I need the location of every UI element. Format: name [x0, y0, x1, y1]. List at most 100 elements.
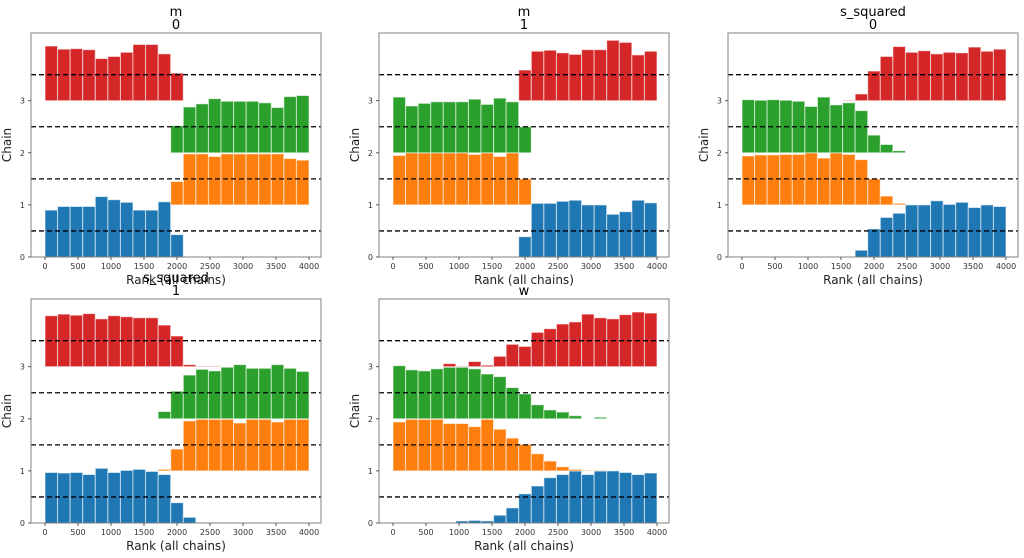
- bar-chain-2: [170, 125, 184, 154]
- bar-chain-0: [119, 201, 134, 258]
- y-axis-label: Chain: [0, 128, 14, 162]
- bar-chain-2: [867, 134, 881, 154]
- bar-chain-2: [283, 367, 297, 420]
- x-tick-label: 2000: [515, 528, 535, 537]
- bar-chain-0: [618, 471, 633, 524]
- x-tick-label: 2000: [515, 262, 535, 271]
- bar-chain-3: [170, 72, 184, 102]
- bar-chain-1: [493, 155, 507, 206]
- x-tick-label: 500: [70, 262, 85, 271]
- bar-chain-1: [543, 460, 557, 472]
- x-tick-label: 0: [390, 262, 395, 271]
- bar-chain-0: [555, 474, 570, 524]
- bar-chain-1: [505, 437, 520, 472]
- x-tick-label: 2500: [548, 262, 568, 271]
- x-tick-label: 2500: [548, 528, 568, 537]
- bar-chain-0: [82, 474, 96, 524]
- x-tick-label: 2000: [864, 262, 884, 271]
- bar-chain-3: [892, 46, 906, 102]
- bar-chain-3: [145, 43, 159, 102]
- x-tick-label: 1500: [134, 528, 154, 537]
- x-tick-label: 1000: [449, 262, 469, 271]
- y-tick-label: 1: [20, 201, 25, 210]
- bar-chain-3: [643, 312, 658, 368]
- bar-chain-1: [842, 153, 856, 206]
- x-tick-label: 0: [739, 262, 744, 271]
- bar-chain-2: [392, 96, 407, 154]
- bar-chain-3: [631, 311, 645, 368]
- bar-chain-1: [207, 155, 222, 206]
- bar-chain-2: [258, 367, 272, 420]
- x-tick-label: 0: [42, 262, 47, 271]
- bar-chain-2: [493, 97, 507, 154]
- bar-chain-1: [518, 178, 532, 206]
- bar-chain-3: [94, 318, 109, 368]
- bar-chain-1: [392, 421, 407, 472]
- bar-chain-0: [643, 202, 658, 258]
- axes-frame: [378, 298, 670, 524]
- bar-chain-2: [195, 368, 209, 420]
- x-tick-label: 3500: [614, 528, 634, 537]
- bar-chain-1: [467, 426, 482, 472]
- bar-chain-0: [94, 196, 109, 258]
- panel-0: 0 500 1000 1500 2000 2500 3000 3500 4000 0 1 2 3 Rank…: [0, 5, 322, 287]
- bar-chain-2: [233, 364, 247, 420]
- bar-chain-2: [170, 390, 184, 420]
- x-tick-label: 1000: [449, 528, 469, 537]
- bar-chain-0: [930, 200, 944, 258]
- x-tick-label: 3000: [581, 262, 601, 271]
- bar-chain-1: [270, 421, 285, 472]
- x-tick-label: 1500: [134, 262, 154, 271]
- bar-chain-0: [543, 202, 557, 258]
- bar-chain-3: [867, 70, 881, 102]
- bar-chain-0: [518, 236, 532, 258]
- y-tick-label: 0: [20, 253, 25, 262]
- bar-chain-3: [555, 52, 570, 102]
- x-tick-label: 1500: [831, 262, 851, 271]
- x-axis-label: Rank (all chains): [126, 539, 226, 553]
- bar-chain-2: [258, 102, 272, 154]
- bar-chain-3: [44, 45, 59, 102]
- bar-chain-0: [854, 249, 869, 258]
- bar-chain-0: [157, 474, 172, 524]
- bar-chain-1: [892, 202, 906, 206]
- bar-chain-0: [543, 477, 557, 524]
- bar-chain-2: [430, 368, 444, 420]
- bar-chain-1: [593, 469, 608, 472]
- bar-chain-2: [829, 104, 844, 154]
- bar-chain-1: [283, 158, 297, 206]
- y-tick-label: 3: [717, 97, 722, 106]
- bar-chain-2: [530, 404, 545, 420]
- x-tick-label: 1000: [101, 528, 121, 537]
- axes-frame: [378, 32, 670, 258]
- axes-frame: [30, 32, 322, 258]
- bar-chain-0: [493, 514, 507, 524]
- x-axis-label: Rank (all chains): [823, 273, 923, 287]
- bar-chain-3: [157, 324, 172, 368]
- bar-chain-3: [132, 43, 147, 102]
- bar-chain-3: [170, 335, 184, 368]
- x-tick-label: 4000: [299, 262, 319, 271]
- panel-3: 0 500 1000 1500 2000 2500 3000 3500 4000 0 1 2 3 Rank…: [0, 271, 322, 553]
- x-tick-label: 1500: [482, 528, 502, 537]
- bar-chain-3: [606, 39, 620, 102]
- bar-chain-1: [879, 195, 894, 206]
- bar-chain-0: [992, 205, 1007, 258]
- panel-1: 0 500 1000 1500 2000 2500 3000 3500 4000 0 1 2 3 Rank…: [348, 5, 670, 287]
- x-tick-label: 0: [390, 528, 395, 537]
- bar-chain-0: [530, 202, 545, 258]
- x-tick-label: 4000: [299, 528, 319, 537]
- panel-4: 0 500 1000 1500 2000 2500 3000 3500 4000 0 1 2 3 Rank…: [348, 284, 670, 553]
- x-tick-label: 1000: [101, 262, 121, 271]
- bar-chain-0: [967, 207, 982, 258]
- bar-chain-1: [442, 423, 457, 472]
- y-tick-label: 2: [717, 149, 722, 158]
- bar-chain-2: [283, 96, 297, 154]
- bar-chain-3: [543, 49, 557, 102]
- bar-chain-1: [530, 453, 545, 472]
- y-tick-label: 3: [20, 97, 25, 106]
- panel-title-index: 1: [172, 284, 180, 299]
- bar-chain-2: [182, 374, 197, 420]
- bar-chain-2: [543, 409, 557, 420]
- bar-chain-3: [94, 58, 109, 102]
